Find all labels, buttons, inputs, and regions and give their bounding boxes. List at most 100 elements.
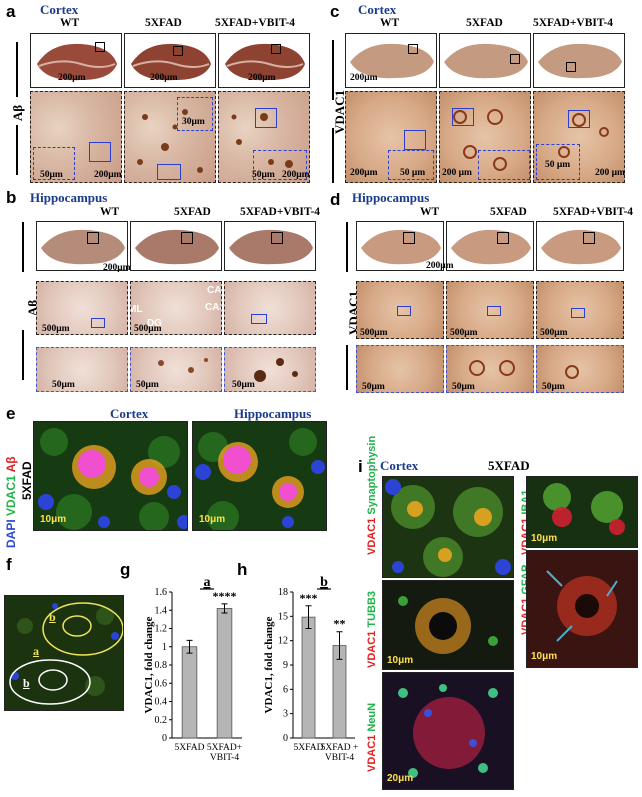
- row-bar: [346, 222, 348, 272]
- y-tick-label: 0.4: [155, 697, 168, 708]
- scale-label: 50 μm: [545, 160, 571, 170]
- zoom-image: [446, 345, 534, 393]
- y-tick-label: 3: [283, 709, 288, 720]
- x-tick-label: VBIT-4: [210, 753, 239, 763]
- scale-label: 10μm: [40, 514, 67, 525]
- panel-letter: d: [330, 190, 341, 209]
- fluorescence-image: [382, 476, 514, 578]
- zoom-image: [36, 347, 128, 392]
- row-bar: [16, 42, 18, 97]
- region-title: Cortex: [40, 2, 79, 17]
- annotation: CA1: [207, 285, 222, 296]
- histology-image: [345, 91, 437, 183]
- scale-label: 200 μm: [595, 168, 625, 178]
- hippocampus-image: [36, 281, 128, 335]
- y-axis-label: VDAC1, fold change: [263, 616, 275, 713]
- col-label: 5XFAD: [466, 17, 503, 29]
- brain-section-image: [130, 221, 222, 271]
- scale-label: 50μm: [232, 380, 255, 390]
- region-title: Hippocampus: [352, 190, 430, 205]
- scale-label: 200μm: [426, 261, 454, 271]
- row-bar: [22, 222, 24, 272]
- region-label: b: [23, 676, 30, 690]
- y-tick-label: 0.8: [155, 660, 168, 671]
- col-label: WT: [60, 17, 80, 29]
- row-bar: [16, 125, 18, 175]
- scale-label: 10μm: [387, 655, 414, 666]
- col-label: 5XFAD+VBIT-4: [553, 206, 634, 218]
- panel-letter: a: [6, 2, 16, 21]
- y-axis-label: VDAC1, fold change: [143, 616, 155, 713]
- brain-section-image: [536, 221, 624, 271]
- hippocampus-image: [536, 281, 624, 339]
- brain-section-image: [124, 33, 216, 88]
- brain-section-image: [439, 33, 531, 88]
- y-tick-label: 0.2: [155, 715, 168, 726]
- scale-label: 200 μm: [442, 168, 472, 178]
- significance-label: ****: [213, 589, 237, 603]
- scale-label: 500μm: [134, 324, 162, 334]
- panel-letter: b: [6, 188, 17, 207]
- x-tick-label: 5XFAD: [175, 743, 205, 753]
- scale-label: 10μm: [199, 514, 226, 525]
- scale-label: 500μm: [450, 328, 478, 338]
- bar: [216, 608, 233, 739]
- brain-section-image: [356, 221, 444, 271]
- panel-letter: h: [237, 560, 247, 579]
- row-bar: [22, 330, 24, 380]
- region-title: Cortex: [358, 2, 397, 17]
- y-tick-label: 1.2: [155, 624, 168, 635]
- scale-label: 200μm: [248, 73, 276, 83]
- scale-label: 50μm: [52, 380, 75, 390]
- scale-label: 200μm: [103, 263, 131, 273]
- scale-label: 200μm: [150, 73, 178, 83]
- y-tick-label: 12: [278, 636, 288, 647]
- hippocampus-image: [224, 281, 316, 335]
- scale-label: 200μm: [282, 170, 310, 180]
- scale-label: 50μm: [40, 170, 63, 180]
- col-label: WT: [380, 17, 400, 29]
- fluorescence-image: 10μm: [33, 421, 188, 531]
- row-bar: [346, 345, 348, 390]
- histology-image: [533, 91, 625, 183]
- histology-image: [30, 91, 122, 183]
- bar: [181, 646, 198, 739]
- col-label: WT: [100, 206, 120, 218]
- region-label: a: [33, 644, 39, 658]
- significance-label: ***: [300, 591, 318, 605]
- y-tick-label: 0: [283, 733, 288, 744]
- scale-label: 200μm: [58, 73, 86, 83]
- scale-label: 10μm: [531, 651, 558, 662]
- col-label: 5XFAD: [145, 17, 182, 29]
- region-title: Hippocampus: [30, 190, 108, 205]
- histology-image: [124, 91, 216, 183]
- scale-label: 200μm: [350, 73, 378, 83]
- scale-label: 30μm: [182, 117, 205, 127]
- y-tick-label: 1.4: [155, 605, 168, 616]
- col-label: 5XFAD: [174, 206, 211, 218]
- annotation: DG: [147, 318, 162, 329]
- tile-label: VDAC1 TUBB3: [366, 590, 378, 668]
- hippocampus-image: [356, 281, 444, 339]
- fluorescence-image: 10μm: [526, 550, 638, 668]
- fluorescence-image: 10μm: [526, 476, 638, 548]
- fluorescence-image: 10μm: [382, 580, 514, 670]
- scale-label: 20μm: [387, 773, 414, 784]
- scale-label: 50μm: [452, 382, 475, 392]
- panel-letter: g: [120, 560, 130, 579]
- scale-label: 500μm: [360, 328, 388, 338]
- scale-label: 50μm: [542, 382, 565, 392]
- histology-image: [218, 91, 310, 183]
- zoom-image: [536, 345, 624, 393]
- zoom-image: [224, 347, 316, 392]
- col-label: Hippocampus: [234, 406, 312, 421]
- y-tick-label: 18: [278, 587, 288, 598]
- brain-section-image: [533, 33, 625, 88]
- chart-title: a: [204, 575, 211, 590]
- tile-label: VDAC1 Synaptophysin: [366, 435, 378, 555]
- annotation: CA3: [205, 302, 221, 313]
- y-tick-label: 6: [283, 684, 288, 695]
- col-label: 5XFAD+VBIT-4: [240, 206, 321, 218]
- col-label: 5XFAD+VBIT-4: [215, 17, 296, 29]
